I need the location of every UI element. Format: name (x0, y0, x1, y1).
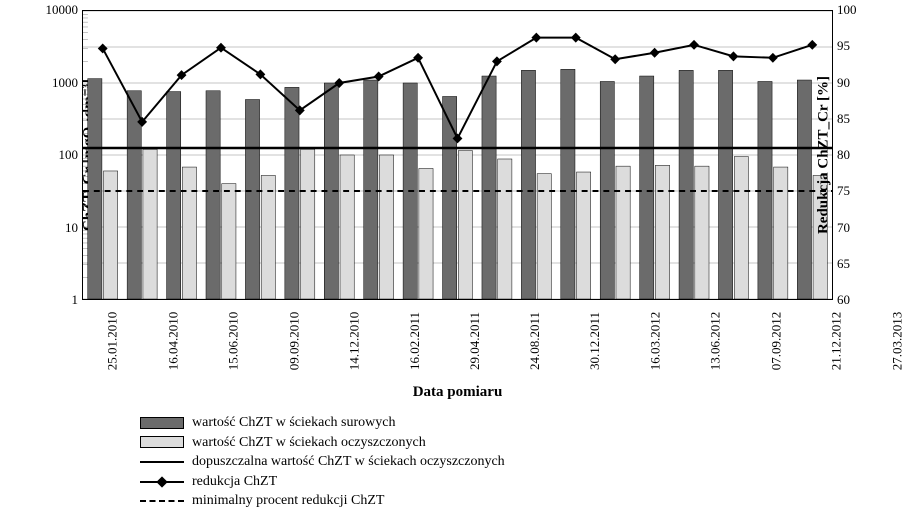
y-axis-right-label: Redukcja ChZT_Cr [%] (815, 76, 832, 234)
chart-svg (83, 11, 832, 299)
legend-item-raw: wartość ChZT w ściekach surowych (140, 413, 895, 433)
x-axis-label: Data pomiaru (20, 384, 895, 401)
plot-area (82, 10, 833, 300)
chzt-chart: ChZT_Cr [mgO₂·dm⁻³] 110100100010000 Redu… (0, 0, 915, 521)
x-axis: 25.01.201016.04.201015.06.201009.09.2010… (82, 300, 833, 380)
legend-item-limit: dopuszczalna wartość ChZT w ściekach ocz… (140, 452, 895, 472)
legend: wartość ChZT w ściekach surowych wartość… (140, 413, 895, 511)
legend-item-minred: minimalny procent redukcji ChZT (140, 491, 895, 511)
y-axis-right: Redukcja ChZT_Cr [%] 6065707580859095100 (833, 10, 895, 300)
legend-item-treated: wartość ChZT w ściekach oczyszczonych (140, 433, 895, 453)
y-axis-left: ChZT_Cr [mgO₂·dm⁻³] 110100100010000 (20, 10, 82, 300)
x-tick: 27.03.2013 (857, 310, 915, 371)
legend-item-reduction: redukcja ChZT (140, 472, 895, 492)
